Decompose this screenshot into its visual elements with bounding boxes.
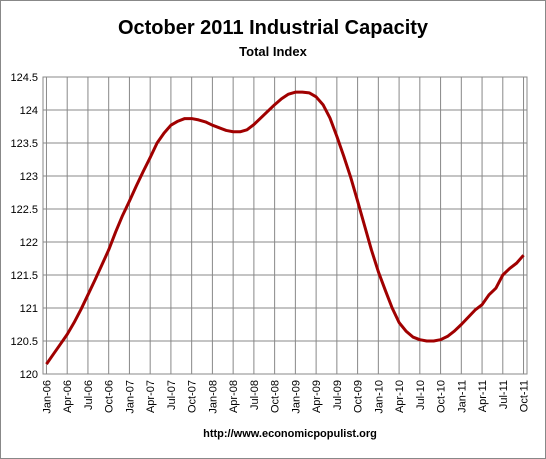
x-tick-label: Apr-06 xyxy=(62,380,74,413)
x-tick-label: Jan-06 xyxy=(41,380,53,414)
x-tick-label: Apr-08 xyxy=(228,380,240,413)
y-tick-label: 121 xyxy=(20,303,38,315)
x-tick-label: Apr-09 xyxy=(311,380,323,413)
x-tick-label: Jul-10 xyxy=(415,380,427,410)
source: http://www.economicpopulist.org xyxy=(203,428,377,440)
x-tick-label: Oct-08 xyxy=(270,380,282,413)
x-tick-label: Jan-08 xyxy=(207,380,219,414)
chart-title: October 2011 Industrial Capacity xyxy=(118,17,429,39)
x-tick-label: Oct-11 xyxy=(519,380,531,412)
x-tick-label: Jan-09 xyxy=(290,380,302,414)
x-tick-label: Jan-10 xyxy=(373,380,385,414)
chart-subtitle: Total Index xyxy=(239,44,307,59)
y-tick-label: 122 xyxy=(20,237,38,249)
y-tick-label: 123.5 xyxy=(10,138,38,150)
x-tick-label: Jul-08 xyxy=(249,380,261,410)
x-tick-label: Jul-07 xyxy=(166,380,178,410)
y-tick-label: 123 xyxy=(20,171,38,183)
x-tick-label: Oct-09 xyxy=(353,380,365,413)
y-tick-label: 122.5 xyxy=(10,204,38,216)
y-tick-label: 121.5 xyxy=(10,270,38,282)
y-tick-label: 124 xyxy=(20,105,38,117)
plot-border xyxy=(42,76,528,375)
y-tick-label: 120 xyxy=(20,369,38,381)
x-tick-label: Apr-10 xyxy=(394,380,406,413)
x-tick-label: Jan-07 xyxy=(124,380,136,414)
x-tick-label: Jul-09 xyxy=(332,380,344,410)
x-tick-label: Apr-11 xyxy=(477,380,489,412)
x-tick-label: Jul-11 xyxy=(498,380,510,409)
data-line xyxy=(45,90,525,365)
x-tick-label: Oct-10 xyxy=(436,380,448,413)
y-tick-label: 120.5 xyxy=(10,336,38,348)
x-tick-label: Oct-07 xyxy=(187,380,199,413)
x-tick-label: Jul-06 xyxy=(83,380,95,410)
x-tick-label: Apr-07 xyxy=(145,380,157,413)
x-tick-label: Jan-11 xyxy=(456,380,468,413)
y-tick-label: 124.5 xyxy=(10,72,38,84)
x-tick-label: Oct-06 xyxy=(104,380,116,413)
